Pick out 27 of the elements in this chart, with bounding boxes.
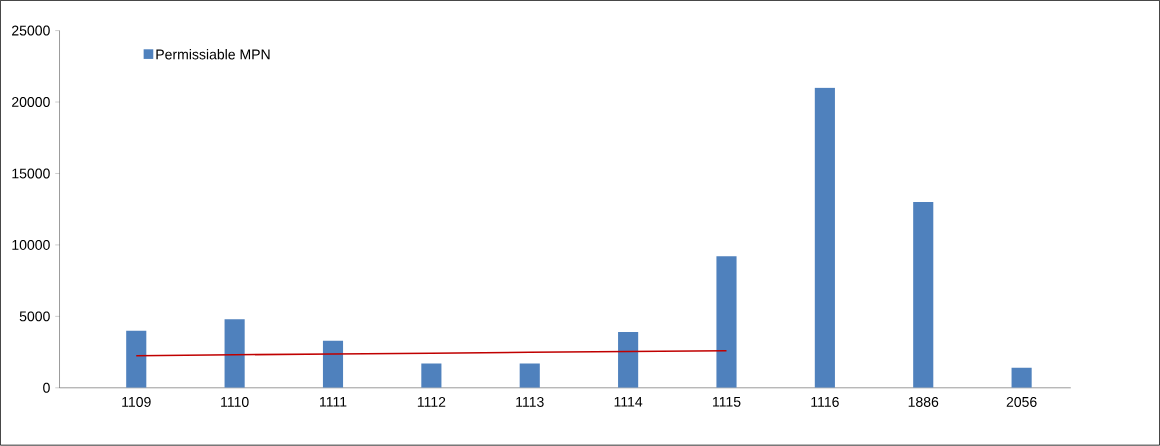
x-tick-label: 1110: [221, 397, 249, 408]
bar: [716, 256, 737, 389]
bar: [913, 202, 934, 389]
x-tick-label: 1112: [417, 397, 446, 407]
bar: [421, 363, 442, 389]
bar: [126, 330, 147, 389]
y-tick-label: 10000: [12, 240, 50, 251]
y-tick-label: 15000: [12, 168, 50, 179]
x-tick-label: 2056: [1006, 397, 1037, 408]
y-tick-label: 25000: [12, 25, 50, 36]
bar: [519, 363, 540, 389]
legend-label: Permissiable MPN: [156, 49, 270, 60]
bar: [322, 340, 344, 389]
x-tick-label: 1116: [811, 397, 839, 408]
bar: [224, 319, 245, 389]
x-tick-label: 1115: [712, 397, 741, 407]
x-tick-label: 1109: [122, 397, 151, 408]
y-tick-label: 5000: [19, 311, 50, 322]
bar: [1011, 368, 1032, 389]
x-tick-label: 1111: [320, 397, 347, 407]
bar: [814, 87, 835, 389]
x-tick-label: 1886: [908, 397, 939, 408]
y-tick-label: 20000: [12, 97, 50, 108]
x-tick-label: 1114: [614, 397, 643, 407]
y-tick-label: 0: [43, 383, 50, 393]
x-tick-label: 1113: [516, 397, 544, 408]
bar: [618, 332, 639, 389]
